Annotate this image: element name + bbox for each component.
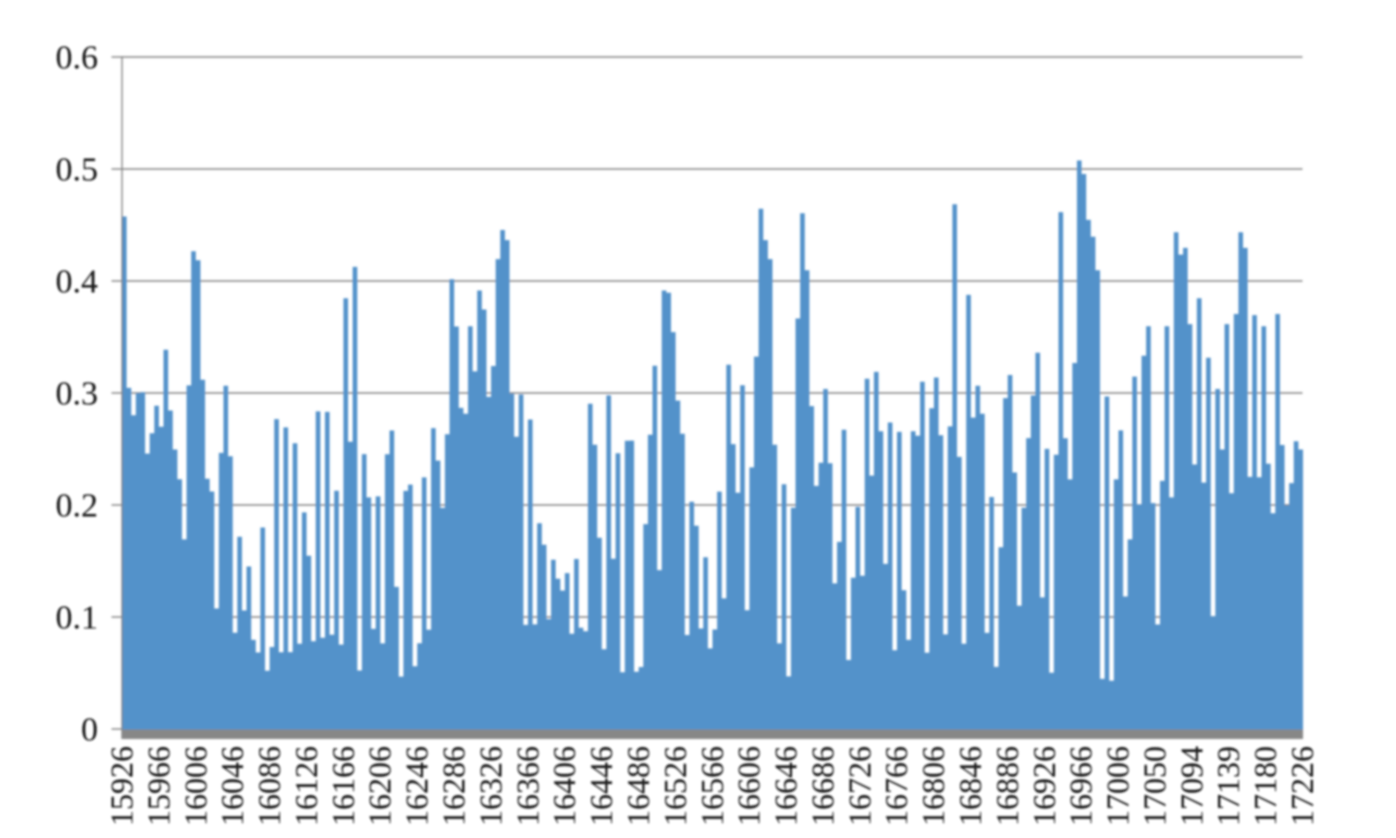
svg-text:0.4: 0.4 [56,263,99,300]
svg-text:0.3: 0.3 [56,375,99,412]
svg-text:16686: 16686 [804,746,840,826]
svg-text:16006: 16006 [177,746,213,826]
svg-text:0.1: 0.1 [56,599,99,636]
svg-text:16126: 16126 [288,746,324,826]
svg-text:15966: 15966 [140,746,176,826]
svg-text:16886: 16886 [989,746,1025,826]
svg-text:16366: 16366 [509,746,545,826]
svg-text:16406: 16406 [546,746,582,826]
svg-text:0: 0 [81,711,98,748]
svg-text:16246: 16246 [399,746,435,826]
svg-text:16566: 16566 [694,746,730,826]
svg-text:16806: 16806 [915,746,951,826]
svg-text:16846: 16846 [952,746,988,826]
svg-text:16286: 16286 [436,746,472,826]
svg-text:17050: 17050 [1136,746,1172,826]
svg-text:16486: 16486 [620,746,656,826]
svg-text:16606: 16606 [731,746,767,826]
svg-text:16326: 16326 [472,746,508,826]
svg-text:0.2: 0.2 [56,487,99,524]
svg-text:16926: 16926 [1026,746,1062,826]
svg-text:16726: 16726 [841,746,877,826]
svg-text:16446: 16446 [583,746,619,826]
svg-text:16766: 16766 [878,746,914,826]
svg-text:17006: 17006 [1100,746,1136,826]
svg-text:17226: 17226 [1284,746,1320,826]
svg-text:0.5: 0.5 [56,151,99,188]
svg-text:16646: 16646 [768,746,804,826]
svg-text:16086: 16086 [251,746,287,826]
svg-text:16046: 16046 [214,746,250,826]
svg-text:16966: 16966 [1063,746,1099,826]
svg-text:17139: 17139 [1210,746,1246,826]
svg-text:16166: 16166 [325,746,361,826]
svg-text:15926: 15926 [104,746,140,826]
svg-text:17094: 17094 [1173,746,1209,826]
svg-text:16206: 16206 [362,746,398,826]
svg-text:16526: 16526 [657,746,693,826]
svg-text:0.6: 0.6 [56,39,99,76]
svg-text:17180: 17180 [1247,746,1283,826]
